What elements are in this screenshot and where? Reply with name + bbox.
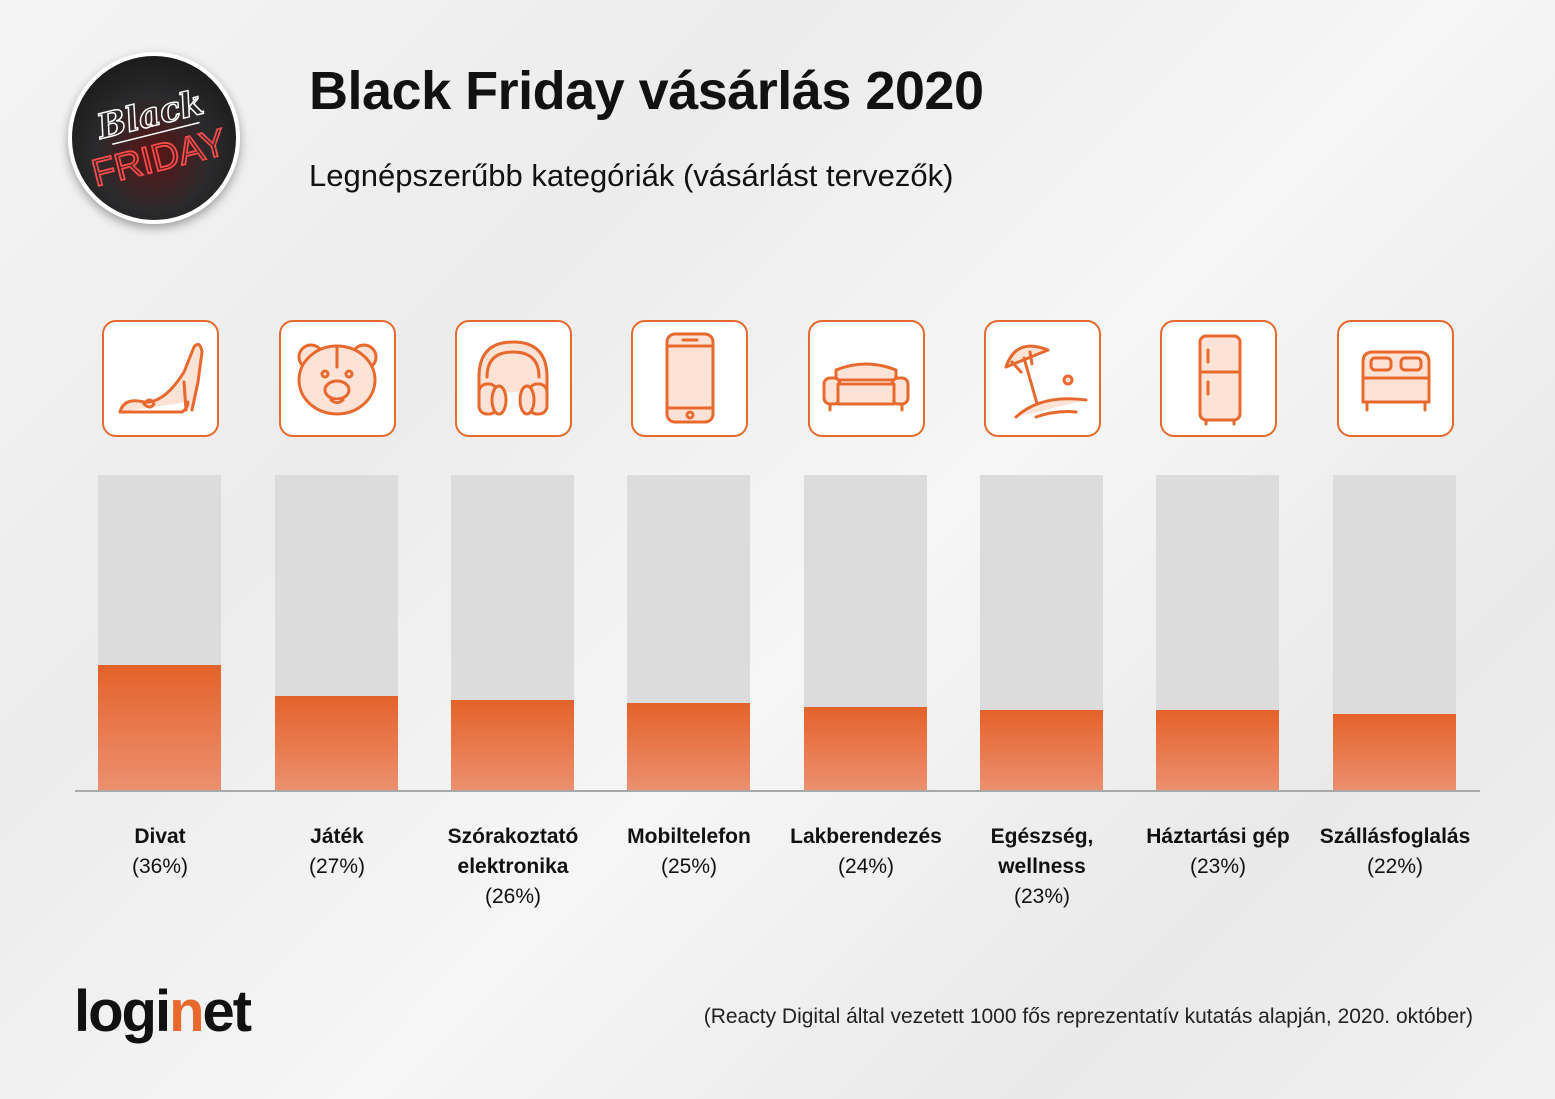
bar <box>627 703 750 791</box>
category-name: wellness <box>998 855 1086 878</box>
bar-track <box>804 475 927 791</box>
loginet-logo: loginet <box>74 979 252 1044</box>
source-note: (Reacty Digital által vezetett 1000 fős … <box>703 1005 1473 1028</box>
sofa-icon <box>808 320 925 437</box>
bar <box>980 710 1103 791</box>
shoe-icon <box>102 320 219 437</box>
smartphone-icon <box>631 320 748 437</box>
category-name: Szállásfoglalás <box>1319 825 1471 848</box>
bar <box>804 706 927 791</box>
category-label: Mobiltelefon (25%) <box>599 822 779 882</box>
category-name: Játék <box>310 825 364 848</box>
category-label: Szállásfoglalás (22%) <box>1305 822 1485 882</box>
category-name: Divat <box>134 825 186 848</box>
bar <box>1156 710 1279 791</box>
bar-track <box>98 475 221 791</box>
category-percent: (27%) <box>308 855 366 878</box>
bar-track <box>275 475 398 791</box>
bar-track <box>627 475 750 791</box>
bar-track <box>1333 475 1456 791</box>
bar <box>451 699 574 791</box>
category-label: Egészség, wellness (23%) <box>952 822 1132 912</box>
category-name: Szórakoztató <box>447 825 579 848</box>
x-axis-line <box>75 790 1480 792</box>
category-label: Lakberendezés (24%) <box>776 822 956 882</box>
page-subtitle: Legnépszerűbb kategóriák (vásárlást terv… <box>309 158 954 193</box>
category-percent: (23%) <box>1013 885 1071 908</box>
bar-track <box>451 475 574 791</box>
page-title: Black Friday vásárlás 2020 <box>309 61 984 121</box>
teddy-bear-icon <box>279 320 396 437</box>
bar <box>98 664 221 791</box>
fridge-icon <box>1160 320 1277 437</box>
category-percent: (36%) <box>131 855 189 878</box>
beach-umbrella-icon <box>984 320 1101 437</box>
black-friday-badge: Black FRIDAY <box>68 52 240 224</box>
category-percent: (23%) <box>1189 855 1247 878</box>
bar <box>1333 713 1456 791</box>
category-label: Divat (36%) <box>70 822 250 882</box>
category-percent: (25%) <box>660 855 718 878</box>
bar-track <box>1156 475 1279 791</box>
category-label: Háztartási gép (23%) <box>1128 822 1308 882</box>
category-label: Játék (27%) <box>247 822 427 882</box>
bar <box>275 696 398 791</box>
category-name: Lakberendezés <box>790 825 942 848</box>
category-name: Mobiltelefon <box>627 825 751 848</box>
category-name: elektronika <box>457 855 569 878</box>
category-label: Szórakoztató elektronika (26%) <box>423 822 603 912</box>
category-name: Egészség, <box>990 825 1094 848</box>
category-percent: (24%) <box>837 855 895 878</box>
category-name: Háztartási gép <box>1146 825 1290 848</box>
headphones-icon <box>455 320 572 437</box>
category-percent: (26%) <box>484 885 542 908</box>
bed-icon <box>1337 320 1454 437</box>
category-percent: (22%) <box>1366 855 1424 878</box>
bar-track <box>980 475 1103 791</box>
